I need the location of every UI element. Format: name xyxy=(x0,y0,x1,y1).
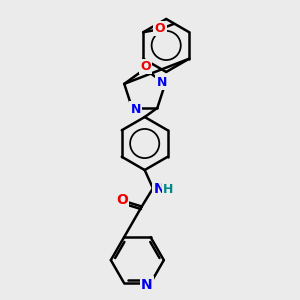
Text: O: O xyxy=(155,22,165,35)
Text: N: N xyxy=(156,76,167,89)
Text: N: N xyxy=(154,182,165,196)
Text: O: O xyxy=(116,193,128,207)
Text: N: N xyxy=(141,278,153,292)
Text: O: O xyxy=(140,60,151,73)
Text: H: H xyxy=(163,183,173,196)
Text: N: N xyxy=(130,103,141,116)
